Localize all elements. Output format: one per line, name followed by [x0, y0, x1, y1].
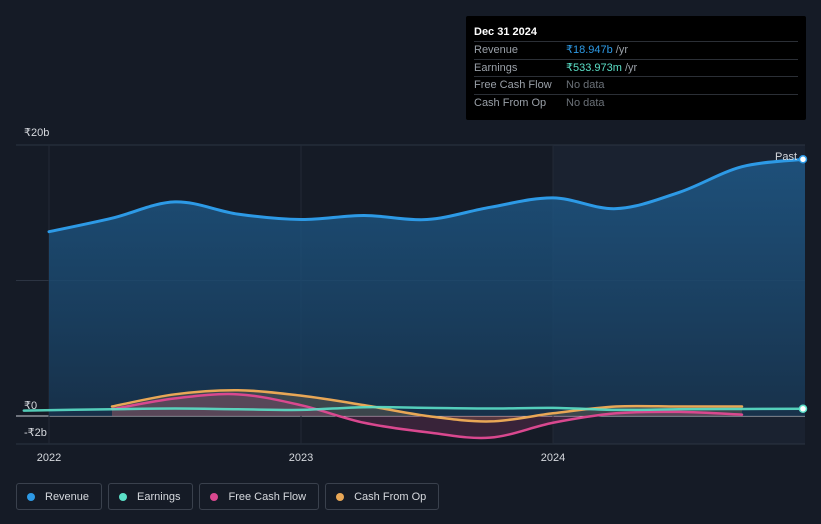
tooltip-row-revenue: Revenue ₹18.947b /yr [474, 41, 798, 59]
end-point-earnings [798, 404, 808, 414]
tooltip-value: ₹533.973m [566, 61, 622, 74]
axes: ₹20b ₹0 -₹2b 2022 2023 2024 Past [24, 127, 797, 464]
tooltip-label: Revenue [474, 44, 519, 56]
end-point-revenue [798, 155, 808, 164]
legend-item-revenue[interactable]: Revenue [16, 483, 103, 510]
legend-label: Earnings [137, 490, 181, 503]
legend-item-earnings[interactable]: Earnings [108, 483, 194, 510]
chart-legend: Revenue Earnings Free Cash Flow Cash Fro… [16, 483, 440, 510]
tooltip-label: Free Cash Flow [474, 79, 552, 91]
line-revenue [47, 157, 807, 234]
y-tick-label-bottom: -₹2b [24, 427, 47, 439]
data-tooltip: Dec 31 2024 Revenue ₹18.947b /yr Earning… [466, 16, 806, 120]
tooltip-row-free-cash-flow: Free Cash Flow No data [474, 76, 798, 94]
y-tick-label-top: ₹20b [24, 127, 49, 139]
legend-dot-icon [336, 492, 345, 501]
tooltip-unit: /yr [615, 44, 628, 56]
legend-dot-icon [119, 492, 128, 501]
past-label: Past [775, 151, 797, 163]
tooltip-row-earnings: Earnings ₹533.973m /yr [474, 58, 798, 77]
end-markers [798, 155, 808, 414]
tooltip-unit: /yr [624, 61, 638, 74]
line-cash-from-op [110, 389, 744, 423]
x-tick-label-2024: 2024 [541, 452, 565, 464]
y-tick-label-zero: ₹0 [24, 400, 37, 412]
legend-dot-icon [210, 492, 219, 501]
x-tick-label-2022: 2022 [37, 452, 61, 464]
legend-item-free-cash-flow[interactable]: Free Cash Flow [199, 483, 320, 510]
legend-item-cash-from-op[interactable]: Cash From Op [325, 483, 440, 510]
tooltip-value: No data [566, 79, 605, 91]
legend-dot-icon [27, 492, 35, 501]
tooltip-date: Dec 31 2024 [474, 26, 537, 38]
line-earnings [22, 405, 807, 412]
area-revenue [49, 159, 805, 417]
series-lines [22, 157, 807, 440]
line-free-cash-flow [110, 392, 744, 440]
tooltip-label: Cash From Op [474, 96, 547, 109]
tooltip-label: Earnings [474, 61, 518, 74]
legend-label: Revenue [45, 490, 90, 503]
tooltip-value: ₹18.947b [566, 44, 613, 56]
legend-label: Cash From Op [354, 490, 427, 503]
tooltip-value: No data [566, 96, 605, 109]
legend-label: Free Cash Flow [228, 490, 307, 503]
tooltip-row-cash-from-op: Cash From Op No data [474, 93, 798, 112]
x-tick-label-2023: 2023 [289, 452, 313, 464]
